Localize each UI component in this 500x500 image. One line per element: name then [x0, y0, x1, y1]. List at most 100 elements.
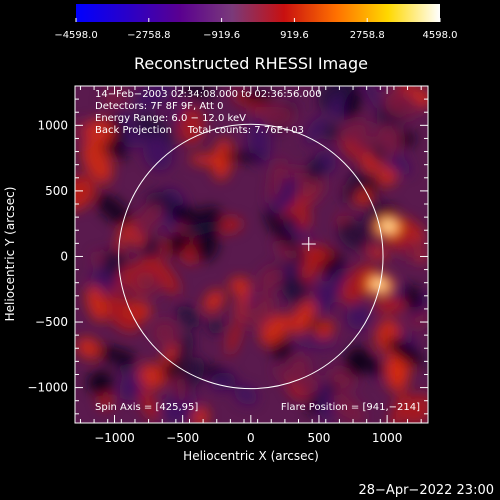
texture-blob: [340, 263, 377, 304]
texture-blob: [258, 266, 284, 289]
texture-blob: [203, 289, 225, 313]
texture-blob: [161, 390, 197, 423]
y-tick-label: 1000: [37, 118, 68, 132]
texture-blob: [371, 143, 383, 166]
texture-blob: [139, 388, 159, 421]
annotation-line-detectors: Detectors: 7F 8F 9F, Att 0: [95, 101, 223, 112]
texture-blob: [138, 363, 166, 390]
texture-blob: [217, 217, 243, 233]
texture-blob: [304, 114, 327, 145]
texture-blob: [209, 372, 236, 391]
colorbar-tick-label: 4598.0: [423, 30, 458, 41]
solar-limb: [118, 123, 384, 390]
x-tick-label: −1000: [94, 431, 135, 445]
texture-blob: [176, 305, 200, 329]
texture-blob: [132, 203, 163, 235]
texture-blob: [382, 90, 420, 119]
texture-blob: [322, 264, 347, 308]
texture-blob: [241, 90, 275, 104]
bright-source-peak: [375, 281, 384, 288]
texture-blob: [104, 252, 129, 277]
texture-blob: [283, 221, 314, 246]
colorbar-tick-label: −4598.0: [54, 30, 97, 41]
texture-blob: [76, 337, 101, 359]
texture-blob: [268, 157, 285, 203]
texture-blob: [151, 319, 178, 346]
heatmap-image: [75, 86, 428, 423]
texture-blob: [189, 154, 229, 167]
texture-blob: [287, 382, 305, 400]
texture-blob: [406, 292, 428, 317]
texture-blob: [340, 138, 370, 163]
chart-title: Reconstructed RHESSI Image: [134, 54, 368, 73]
texture-blob: [305, 158, 326, 182]
texture-blob: [229, 277, 251, 294]
texture-blob: [323, 123, 341, 141]
y-axis-label: Heliocentric Y (arcsec): [3, 187, 17, 322]
colorbar-tick-label: 919.6: [280, 30, 309, 41]
x-tick-label: 1000: [372, 431, 403, 445]
timestamp: 28−Apr−2022 23:00: [359, 483, 495, 498]
y-tick-label: −1000: [27, 381, 68, 395]
texture-blob: [362, 86, 381, 109]
y-tick-label: −500: [35, 315, 68, 329]
flare-position-label: Flare Position = [941,−214]: [281, 402, 420, 413]
texture-blob: [122, 130, 145, 148]
texture-blob: [226, 319, 242, 356]
texture-blob: [343, 88, 362, 120]
y-axis: −1000 −500 0 500 1000: [27, 98, 428, 415]
texture-blob: [104, 294, 142, 333]
texture-blob: [330, 392, 366, 423]
x-tick-label: −500: [166, 431, 199, 445]
annotation-line-energy: Energy Range: 6.0 − 12.0 keV: [95, 113, 246, 124]
texture-blob: [355, 133, 373, 155]
texture-blob: [86, 285, 108, 322]
texture-blob: [403, 284, 423, 311]
plot-frame: [74, 85, 429, 424]
texture-blob: [385, 337, 425, 367]
spin-axis-label: Spin Axis = [425,95]: [95, 402, 198, 413]
texture-blob: [170, 205, 200, 225]
texture-blob: [192, 406, 209, 423]
texture-blob: [398, 130, 416, 148]
colorbar-tick-label: −919.6: [203, 30, 240, 41]
colorbar-tick-label: −2758.8: [127, 30, 170, 41]
texture-blob: [259, 313, 291, 346]
texture-blob: [342, 167, 367, 204]
texture-blob: [90, 369, 114, 397]
colorbar-ticks: −4598.0 −2758.8 −919.6 919.6 2758.8 4598.0: [54, 18, 458, 41]
texture-blob: [317, 379, 335, 423]
texture-blob: [222, 151, 262, 162]
texture-blob: [75, 120, 92, 144]
texture-blob: [246, 298, 274, 329]
texture-blob: [75, 174, 95, 205]
texture-blob: [101, 86, 127, 112]
texture-blob: [85, 118, 115, 146]
texture-blob: [401, 393, 428, 423]
texture-blob: [134, 271, 162, 297]
texture-blob: [208, 317, 223, 335]
texture-blob: [180, 220, 223, 237]
bright-source-peak: [384, 223, 393, 230]
x-axis: −1000 −500 0 500 1000: [79, 86, 422, 445]
y-tick-label: 500: [45, 184, 68, 198]
texture-blob: [143, 133, 173, 171]
texture-blob: [264, 209, 295, 248]
texture-blob: [314, 319, 335, 341]
texture-blob: [386, 356, 408, 385]
texture-blob: [293, 337, 339, 348]
texture-blob: [287, 355, 310, 382]
texture-blob: [165, 231, 191, 256]
texture-blob: [92, 345, 137, 365]
texture-blob: [234, 384, 258, 405]
texture-blob: [344, 346, 370, 377]
x-axis-label: Heliocentric X (arcsec): [183, 449, 319, 463]
x-tick-label: 0: [247, 431, 255, 445]
texture-blob: [375, 297, 406, 313]
colorbar-tick-label: 2758.8: [350, 30, 385, 41]
texture-blob: [95, 193, 132, 227]
annotation-line-time: 14−Feb−2003 02:34:08.000 to 02:36:56.000: [95, 89, 322, 100]
annotation-line-method: Back Projection Total counts: 7.76E+03: [95, 125, 304, 136]
texture-blob: [151, 115, 177, 146]
